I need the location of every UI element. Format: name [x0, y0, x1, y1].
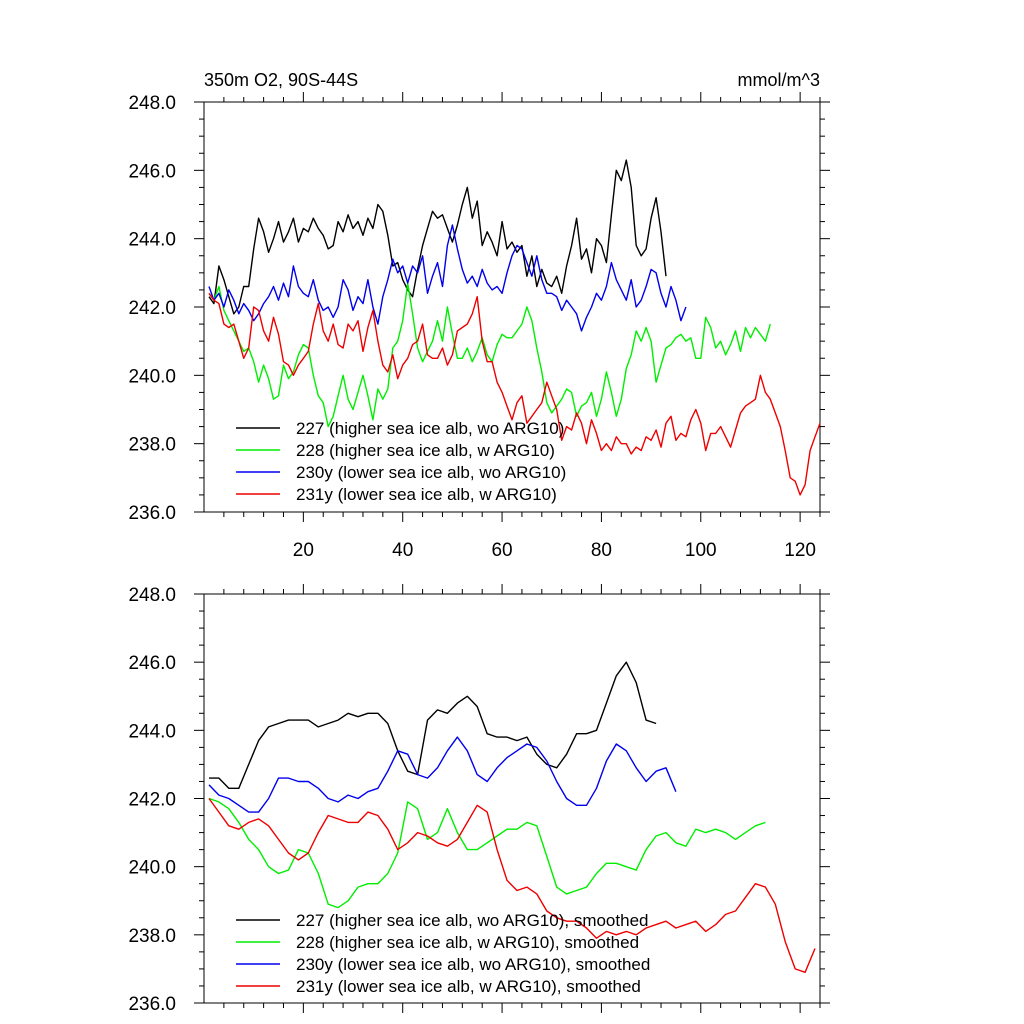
series-line-3 — [208, 798, 816, 973]
series-line-2 — [208, 736, 677, 813]
legend-label: 230y (lower sea ice alb, wo ARG10) — [296, 463, 566, 482]
chart-title: 350m O2, 90S-44S — [204, 70, 358, 90]
y-tick-label: 244.0 — [128, 230, 176, 251]
y-tick-label: 240.0 — [128, 858, 176, 879]
series-line-0 — [208, 159, 667, 315]
y-tick-label: 236.0 — [128, 503, 176, 524]
y-tick-label: 236.0 — [128, 994, 176, 1015]
y-tick-label: 242.0 — [128, 790, 176, 811]
series-line-0 — [209, 661, 657, 789]
series-line-3 — [208, 292, 821, 496]
x-tick-label: 120 — [784, 540, 816, 561]
y-tick-label: 248.0 — [128, 585, 176, 606]
y-tick-label: 238.0 — [128, 435, 176, 456]
legend-label: 227 (higher sea ice alb, wo ARG10), smoo… — [296, 911, 648, 930]
series-line-1 — [208, 282, 771, 428]
series-line-1 — [208, 797, 766, 909]
y-tick-label: 238.0 — [128, 926, 176, 947]
y-tick-label: 248.0 — [128, 93, 176, 114]
legend-label: 230y (lower sea ice alb, wo ARG10), smoo… — [296, 955, 650, 974]
x-tick-label: 100 — [685, 540, 717, 561]
legend-label: 228 (higher sea ice alb, w ARG10), smoot… — [296, 933, 639, 952]
x-tick-label: 20 — [293, 540, 314, 561]
units-label: mmol/m^3 — [738, 70, 820, 90]
x-tick-label: 60 — [491, 540, 512, 561]
x-tick-label: 80 — [591, 540, 612, 561]
legend-label: 231y (lower sea ice alb, w ARG10) — [296, 485, 557, 504]
legend-label: 228 (higher sea ice alb, w ARG10) — [296, 441, 555, 460]
series-line-2 — [208, 224, 687, 332]
y-tick-label: 242.0 — [128, 298, 176, 319]
y-tick-label: 246.0 — [128, 161, 176, 182]
x-tick-label: 40 — [392, 540, 413, 561]
legend-label: 231y (lower sea ice alb, w ARG10), smoot… — [296, 977, 641, 996]
top-panel: 236.0 238.0 240.0 242.0 244.0 246.0 248.0 20 40 6… — [128, 92, 830, 561]
y-tick-label: 244.0 — [128, 721, 176, 742]
y-tick-label: 246.0 — [128, 653, 176, 674]
legend-label: 227 (higher sea ice alb, wo ARG10) — [296, 419, 564, 438]
y-tick-label: 240.0 — [128, 366, 176, 387]
bottom-panel: 236.0 238.0 240.0 242.0 244.0 246.0 248.0 227 (… — [128, 584, 830, 1015]
